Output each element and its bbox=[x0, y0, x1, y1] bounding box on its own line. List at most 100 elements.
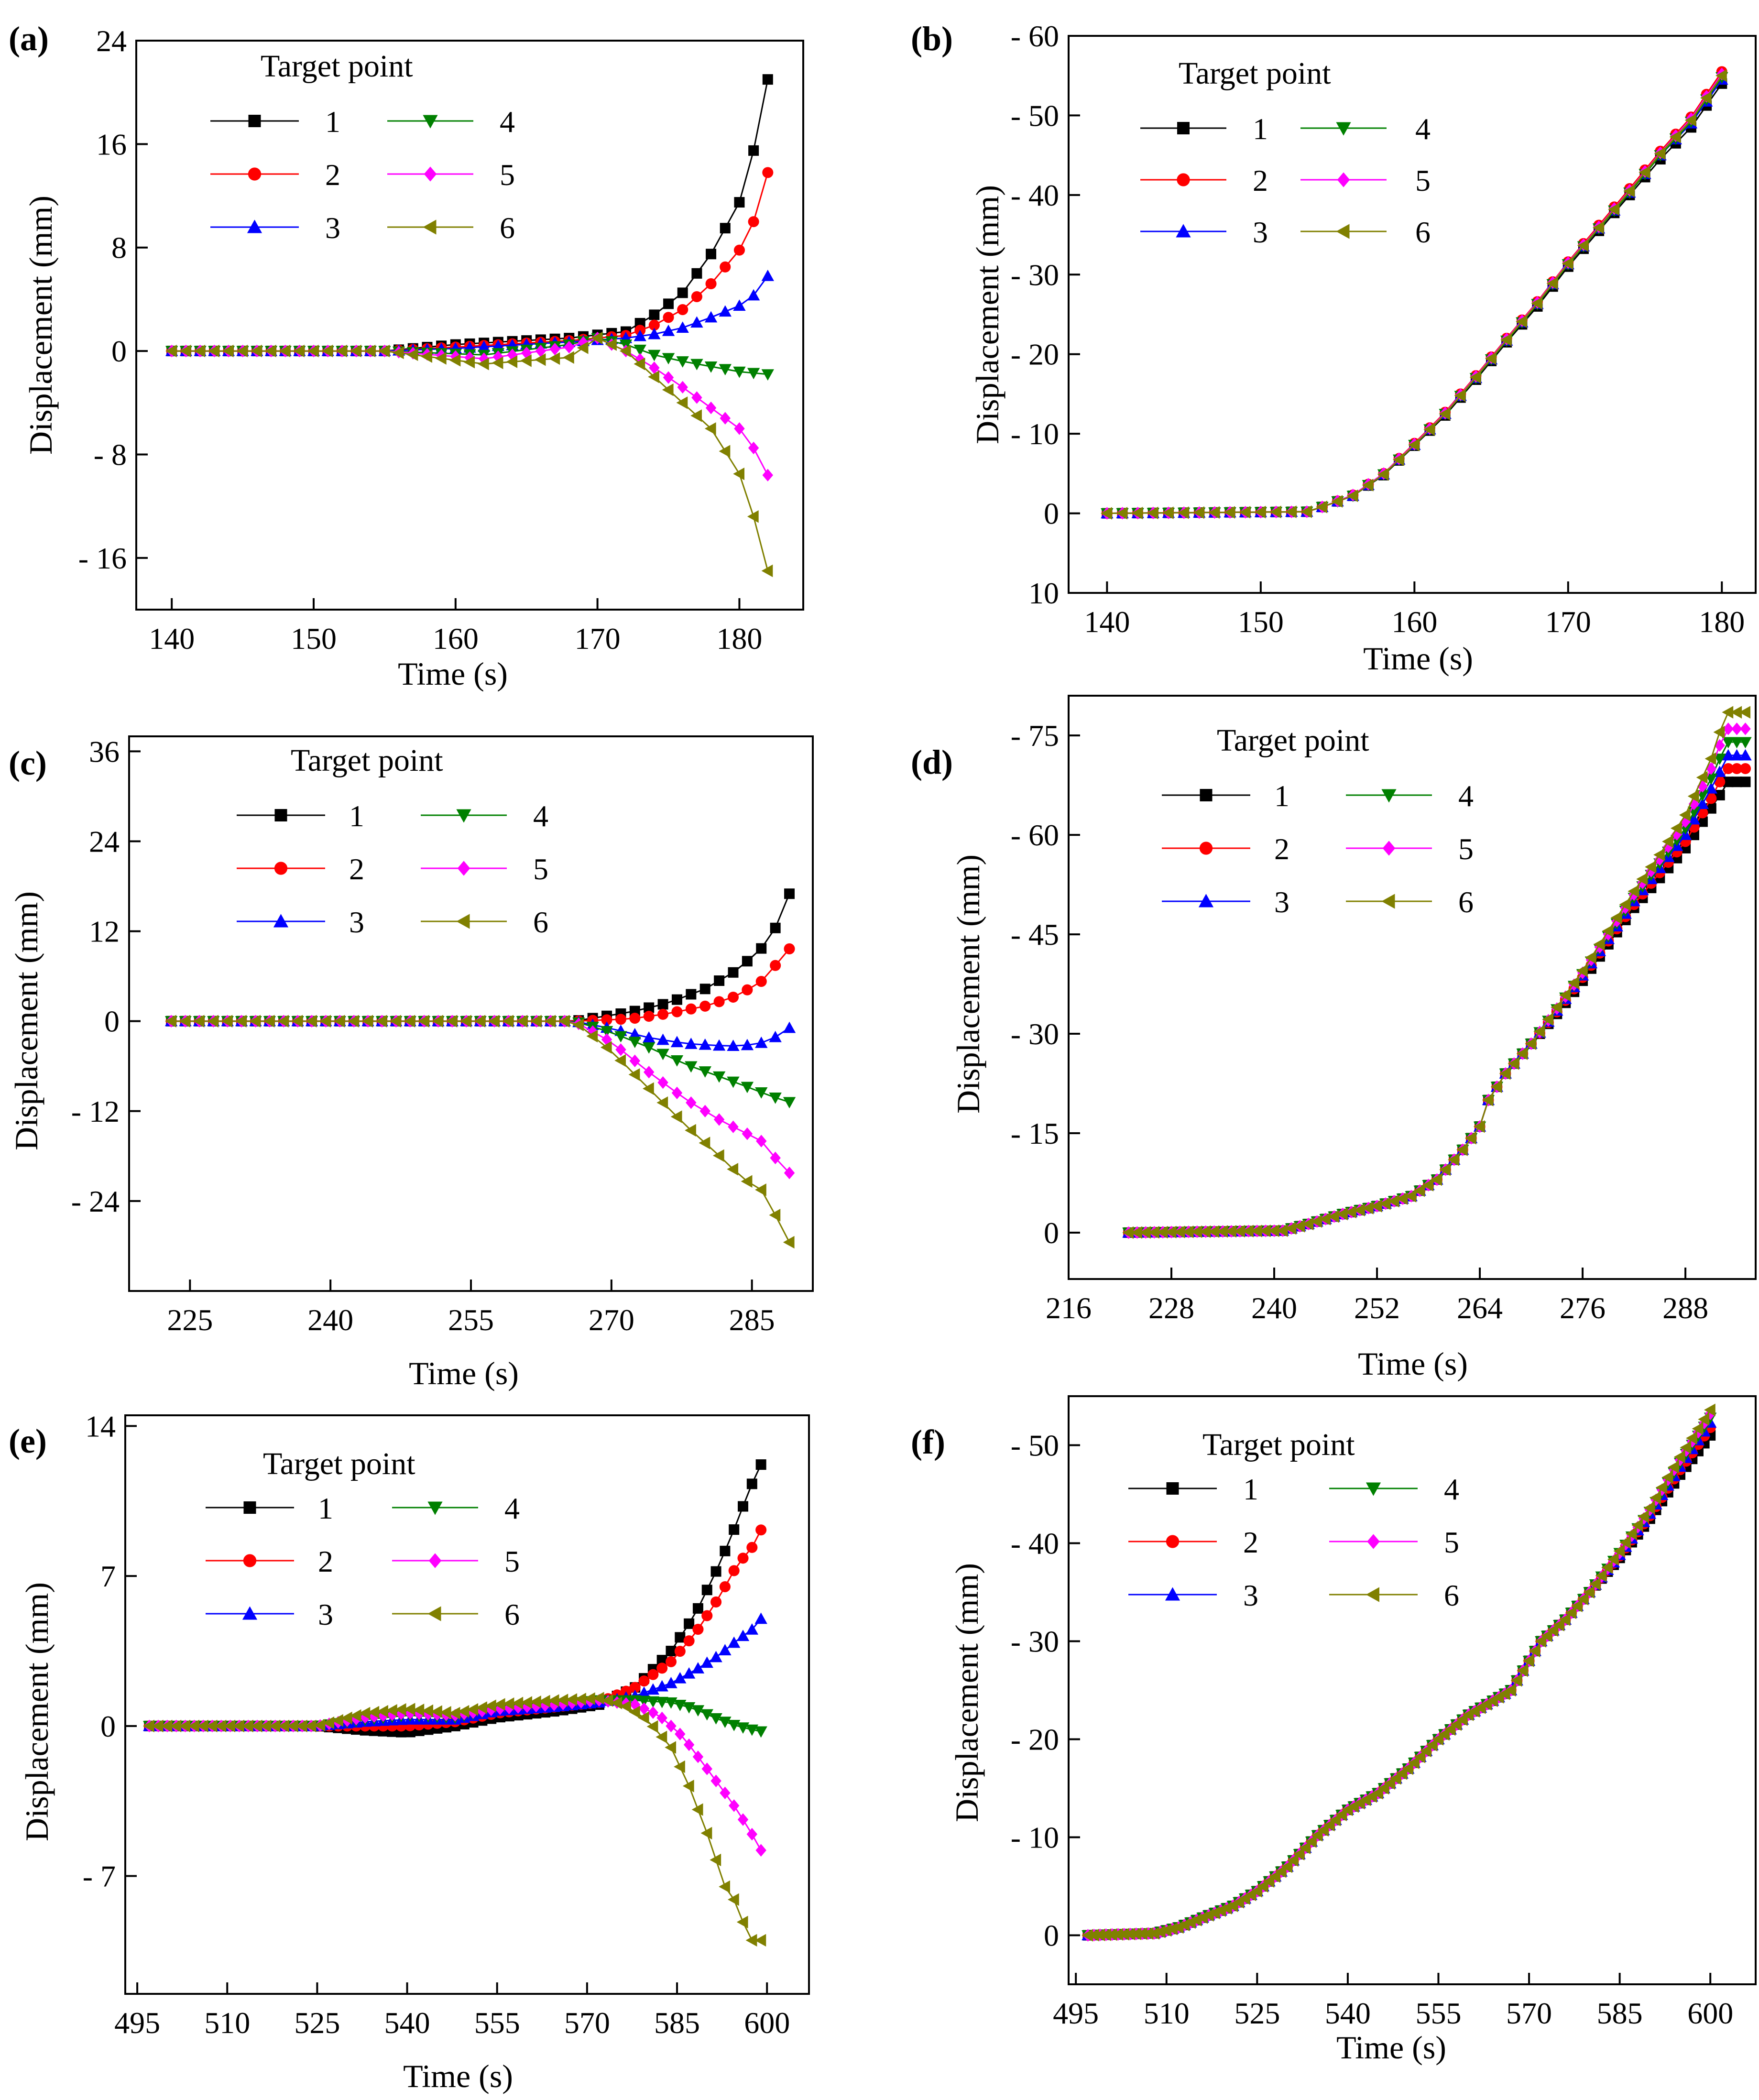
data-point bbox=[350, 344, 361, 358]
data-point bbox=[1275, 1865, 1287, 1878]
data-point bbox=[1173, 1225, 1185, 1238]
data-point bbox=[1639, 166, 1650, 179]
y-tick-label: - 50 bbox=[1011, 98, 1059, 132]
data-point bbox=[1485, 352, 1497, 365]
data-point bbox=[1686, 1432, 1697, 1444]
data-point bbox=[1389, 1772, 1401, 1785]
data-point bbox=[1631, 1519, 1643, 1531]
data-point bbox=[670, 1036, 684, 1048]
data-point bbox=[392, 346, 404, 360]
data-point bbox=[642, 1042, 656, 1054]
legend-label: 2 bbox=[318, 1544, 333, 1578]
data-point bbox=[1517, 1664, 1528, 1677]
data-point bbox=[1454, 389, 1466, 402]
legend-item-2: 2 bbox=[206, 1544, 333, 1578]
data-point bbox=[1142, 1927, 1154, 1940]
data-point bbox=[1687, 813, 1701, 825]
data-point bbox=[699, 1066, 711, 1078]
data-point bbox=[647, 1706, 659, 1719]
data-point bbox=[1405, 1190, 1417, 1203]
panel-a-yticks: 24 16 8 0 - 8 - 16 bbox=[78, 24, 148, 575]
data-point bbox=[728, 1636, 741, 1648]
legend-marker bbox=[248, 115, 261, 127]
data-point bbox=[727, 991, 739, 1003]
legend-label: 4 bbox=[1444, 1472, 1459, 1506]
data-point bbox=[671, 1006, 683, 1017]
legend-item-6: 6 bbox=[392, 1597, 520, 1631]
panel-e-legend: Target point 1 2 3 4 5 6 bbox=[206, 1446, 520, 1631]
data-point bbox=[1730, 749, 1743, 761]
data-point bbox=[704, 361, 718, 373]
data-point bbox=[748, 145, 759, 156]
data-point bbox=[1500, 333, 1512, 346]
data-point bbox=[512, 1696, 524, 1710]
data-point bbox=[737, 1813, 749, 1826]
data-point bbox=[665, 1676, 677, 1688]
data-point bbox=[476, 1701, 487, 1714]
legend-label: 6 bbox=[500, 211, 515, 245]
data-point bbox=[260, 1719, 272, 1733]
data-point bbox=[719, 1717, 732, 1728]
data-point bbox=[657, 1076, 668, 1089]
panel-c-frame bbox=[128, 735, 814, 1292]
data-point bbox=[305, 1719, 317, 1733]
data-point bbox=[745, 1934, 757, 1947]
data-point bbox=[1547, 1624, 1559, 1637]
series-line bbox=[1128, 711, 1746, 1234]
data-point bbox=[1623, 185, 1635, 197]
data-point bbox=[742, 984, 753, 995]
data-point bbox=[728, 1120, 739, 1133]
data-point bbox=[1704, 752, 1716, 765]
data-point bbox=[745, 1623, 759, 1635]
legend-title: Target point bbox=[1217, 723, 1369, 758]
legend-marker bbox=[423, 115, 438, 129]
data-point bbox=[1147, 506, 1158, 520]
data-point bbox=[1336, 1207, 1348, 1221]
data-point bbox=[1234, 1225, 1245, 1238]
series-line bbox=[171, 948, 790, 1022]
data-point bbox=[592, 1692, 604, 1705]
x-tick-label: 570 bbox=[564, 2006, 610, 2040]
y-tick-label: - 10 bbox=[1011, 417, 1059, 451]
data-point bbox=[538, 1695, 550, 1708]
legend-item-5: 5 bbox=[387, 158, 515, 192]
series-line bbox=[149, 1464, 762, 1733]
panel-c-yticks: 36 24 12 0 - 12 - 24 bbox=[71, 734, 141, 1218]
data-point bbox=[663, 312, 674, 323]
data-point bbox=[572, 1018, 584, 1031]
data-point bbox=[720, 412, 731, 425]
data-point bbox=[733, 299, 746, 311]
data-point bbox=[1730, 706, 1742, 719]
y-tick-label: - 20 bbox=[1011, 338, 1059, 372]
data-point bbox=[770, 960, 781, 971]
data-point bbox=[1259, 1225, 1271, 1237]
legend-label: 5 bbox=[1458, 832, 1474, 866]
data-point bbox=[449, 354, 461, 367]
x-tick-label: 160 bbox=[1391, 605, 1437, 639]
data-point bbox=[448, 1706, 460, 1720]
x-tick-label: 264 bbox=[1457, 1291, 1503, 1325]
data-point bbox=[1646, 864, 1657, 878]
data-point bbox=[1362, 1202, 1374, 1214]
data-point bbox=[1705, 793, 1717, 804]
data-point bbox=[1331, 495, 1343, 508]
data-point bbox=[1688, 798, 1700, 810]
legend-marker bbox=[1382, 841, 1396, 856]
data-point bbox=[1533, 1025, 1545, 1038]
data-point bbox=[221, 1015, 233, 1028]
data-point bbox=[719, 1880, 730, 1893]
legend-label: 1 bbox=[1253, 112, 1268, 146]
data-point bbox=[435, 352, 447, 365]
data-point bbox=[1250, 1225, 1262, 1237]
data-point bbox=[548, 352, 560, 365]
data-point bbox=[713, 1113, 725, 1126]
data-point bbox=[1319, 1213, 1331, 1225]
legend-label: 2 bbox=[325, 158, 340, 192]
legend-label: 2 bbox=[1243, 1525, 1258, 1559]
data-point bbox=[323, 1716, 335, 1729]
series-5 bbox=[143, 1694, 766, 1857]
data-point bbox=[1645, 860, 1656, 874]
data-point bbox=[394, 1703, 406, 1716]
series-line bbox=[1128, 755, 1746, 1234]
panel-b-xticks: 140 150 160 170 180 bbox=[1084, 581, 1745, 639]
